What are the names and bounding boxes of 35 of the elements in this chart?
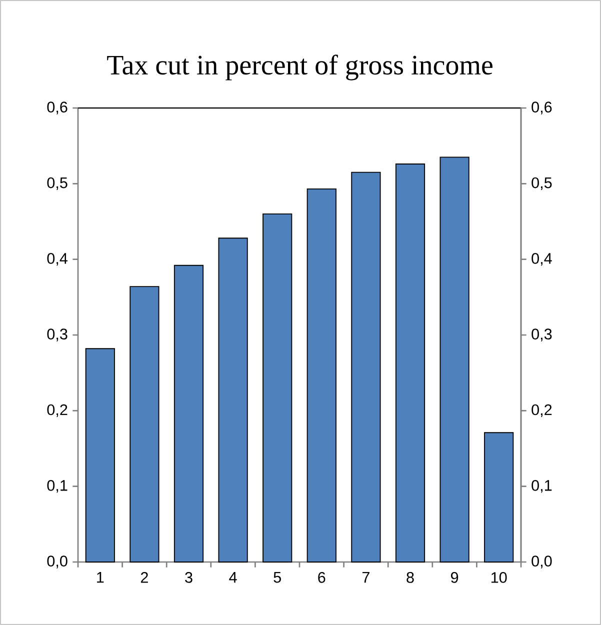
x-tick-label: 2	[140, 572, 148, 583]
bar	[174, 264, 204, 562]
y2-tick-label: 0,5	[532, 177, 552, 190]
y-tick-label: 0,6	[47, 102, 68, 114]
x-tick-label: 5	[274, 572, 281, 583]
y2-tick-label: 0,1	[532, 480, 552, 493]
x-tick-label: 1	[97, 572, 104, 583]
bar	[218, 238, 248, 562]
y-tick-label: 0,3	[47, 328, 68, 342]
y-tick-label: 0,1	[47, 480, 68, 493]
x-tick-label: 8	[406, 572, 414, 583]
y2-tick-label: 0,4	[532, 253, 552, 266]
bar	[395, 164, 426, 562]
bar	[262, 213, 292, 562]
y-tick-label: 0,4	[47, 253, 68, 266]
y2-tick-label: 0,6	[532, 102, 552, 114]
bar	[85, 348, 115, 562]
bar	[440, 156, 470, 562]
chart-title: Tax cut in percent of gross income	[107, 54, 492, 80]
y2-tick-label: 0,3	[532, 328, 552, 342]
x-tick-label: 7	[362, 572, 370, 583]
bar	[484, 432, 514, 562]
x-tick-label: 3	[185, 572, 192, 583]
x-tick-label: 4	[229, 572, 237, 583]
bar	[351, 172, 381, 562]
bar	[130, 286, 160, 562]
y-tick-label: 0,5	[47, 177, 68, 190]
bar	[306, 188, 336, 562]
y-tick-label: 0,2	[47, 404, 68, 418]
y-tick-label: 0,0	[47, 556, 68, 568]
y2-tick-label: 0,2	[532, 404, 552, 418]
y2-tick-label: 0,0	[532, 556, 552, 568]
x-tick-label: 9	[450, 572, 458, 583]
x-tick-label: 6	[318, 572, 326, 583]
x-tick-label: 10	[491, 572, 507, 583]
